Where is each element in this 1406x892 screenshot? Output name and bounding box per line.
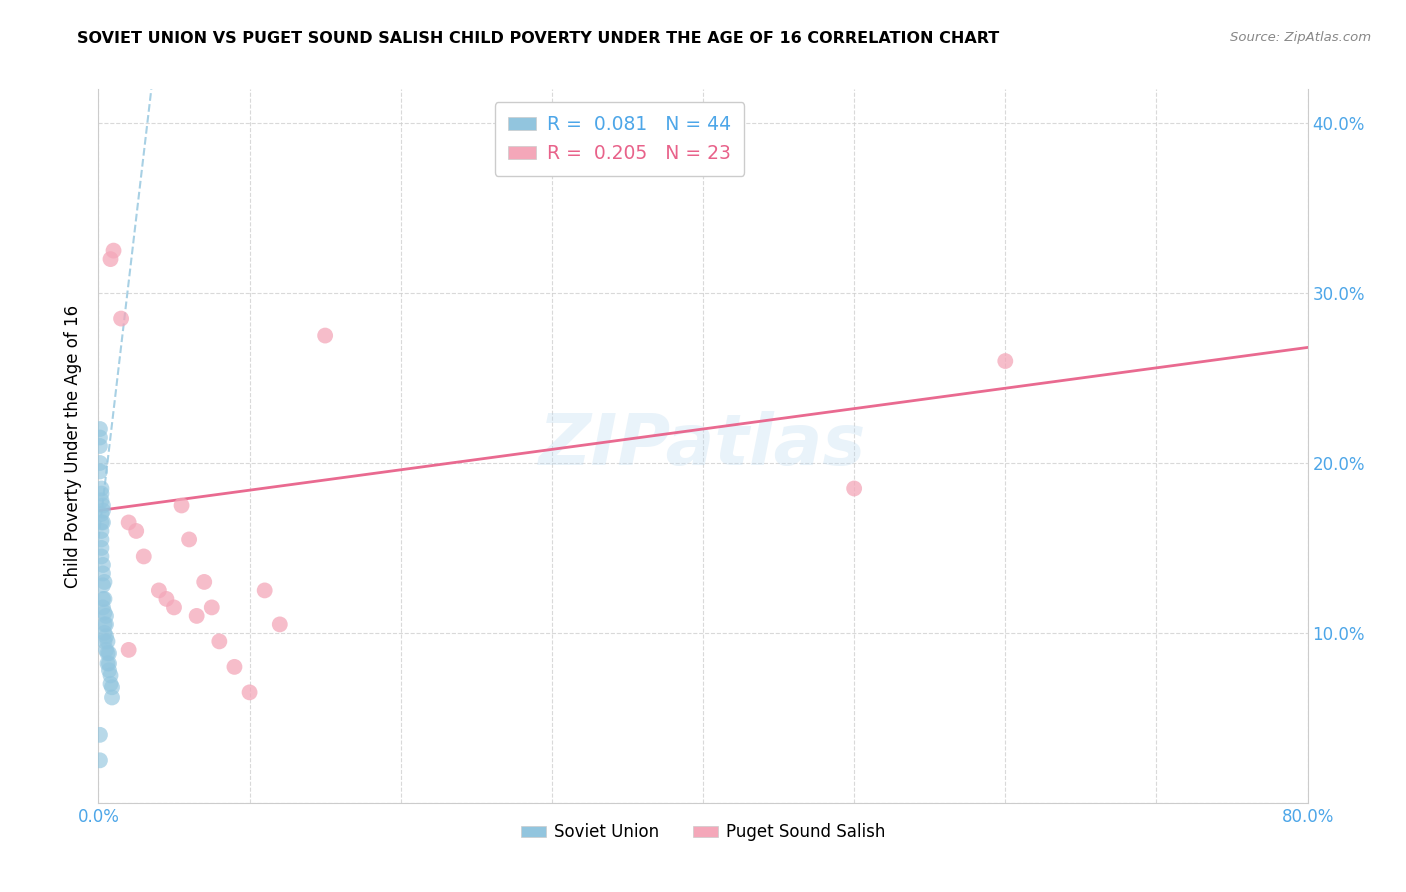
Point bbox=[93, 634, 115, 648]
Point bbox=[89, 728, 111, 742]
Point bbox=[90, 482, 112, 496]
Point bbox=[125, 524, 148, 538]
Point bbox=[186, 608, 208, 623]
Text: SOVIET UNION VS PUGET SOUND SALISH CHILD POVERTY UNDER THE AGE OF 16 CORRELATION: SOVIET UNION VS PUGET SOUND SALISH CHILD… bbox=[77, 31, 1000, 46]
Point bbox=[101, 680, 124, 694]
Point bbox=[100, 668, 122, 682]
Point bbox=[91, 558, 114, 572]
Point bbox=[179, 533, 201, 547]
Point bbox=[193, 574, 215, 589]
Point bbox=[170, 499, 193, 513]
Point bbox=[101, 690, 124, 705]
Text: Source: ZipAtlas.com: Source: ZipAtlas.com bbox=[1230, 31, 1371, 45]
Point bbox=[96, 657, 118, 671]
Point bbox=[93, 606, 115, 620]
Point bbox=[201, 600, 224, 615]
Point bbox=[98, 657, 121, 671]
Point bbox=[90, 507, 112, 521]
Point bbox=[103, 244, 125, 258]
Point bbox=[98, 663, 121, 677]
Point bbox=[94, 629, 117, 643]
Point bbox=[90, 493, 112, 508]
Point bbox=[93, 591, 115, 606]
Point bbox=[89, 465, 111, 479]
Point bbox=[239, 685, 262, 699]
Point bbox=[93, 574, 115, 589]
Point bbox=[89, 456, 111, 470]
Point bbox=[94, 617, 117, 632]
Point bbox=[93, 626, 115, 640]
Point bbox=[208, 634, 231, 648]
Point bbox=[89, 753, 111, 767]
Point bbox=[163, 600, 186, 615]
Point bbox=[90, 549, 112, 564]
Point bbox=[96, 634, 118, 648]
Point bbox=[90, 533, 112, 547]
Point bbox=[844, 482, 866, 496]
Point bbox=[118, 516, 141, 530]
Point bbox=[110, 311, 132, 326]
Point bbox=[94, 608, 117, 623]
Point bbox=[132, 549, 155, 564]
Point bbox=[100, 677, 122, 691]
Point bbox=[91, 503, 114, 517]
Y-axis label: Child Poverty Under the Age of 16: Child Poverty Under the Age of 16 bbox=[65, 304, 83, 588]
Point bbox=[91, 566, 114, 581]
Legend: Soviet Union, Puget Sound Salish: Soviet Union, Puget Sound Salish bbox=[515, 817, 891, 848]
Point bbox=[94, 643, 117, 657]
Point bbox=[100, 252, 122, 266]
Point bbox=[118, 643, 141, 657]
Point bbox=[994, 354, 1017, 368]
Point bbox=[91, 591, 114, 606]
Point bbox=[90, 524, 112, 538]
Point bbox=[89, 439, 111, 453]
Point bbox=[89, 430, 111, 444]
Point bbox=[90, 541, 112, 555]
Point bbox=[91, 499, 114, 513]
Point bbox=[314, 328, 336, 343]
Point bbox=[269, 617, 291, 632]
Point bbox=[155, 591, 177, 606]
Point bbox=[148, 583, 170, 598]
Point bbox=[90, 516, 112, 530]
Point bbox=[253, 583, 276, 598]
Point bbox=[89, 422, 111, 436]
Point bbox=[93, 617, 115, 632]
Point bbox=[224, 660, 246, 674]
Point bbox=[91, 600, 114, 615]
Point bbox=[91, 578, 114, 592]
Point bbox=[90, 486, 112, 500]
Point bbox=[91, 516, 114, 530]
Point bbox=[98, 646, 121, 660]
Text: ZIPatlas: ZIPatlas bbox=[540, 411, 866, 481]
Point bbox=[96, 646, 118, 660]
